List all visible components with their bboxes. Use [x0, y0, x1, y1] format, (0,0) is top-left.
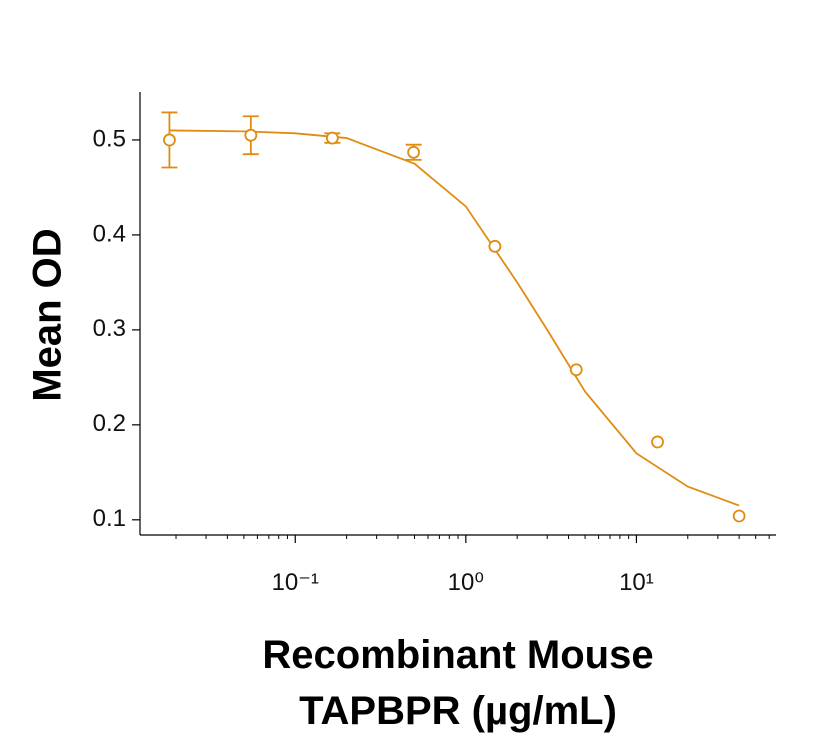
y-tick-label: 0.1	[93, 505, 126, 532]
data-point	[651, 435, 664, 449]
x-axis-title: TAPBPR (µg/mL)	[299, 689, 617, 733]
fit-curve	[169, 129, 740, 507]
x-tick-label: 10¹	[619, 569, 654, 596]
x-tick-label: 10⁻¹	[272, 569, 319, 596]
data-point	[163, 133, 176, 147]
data-point	[569, 363, 583, 377]
data-point	[488, 239, 502, 253]
y-tick-label: 0.3	[93, 315, 126, 342]
x-axis-title: Recombinant Mouse	[262, 633, 653, 677]
y-tick-label: 0.5	[93, 125, 126, 152]
y-axis-title: Mean OD	[26, 228, 70, 401]
x-tick-label: 10⁰	[448, 569, 484, 596]
data-point	[407, 145, 420, 159]
data-point	[732, 509, 746, 523]
y-tick-label: 0.4	[93, 220, 126, 247]
data-point	[325, 131, 339, 145]
data-point	[244, 128, 258, 142]
y-tick-label: 0.2	[93, 410, 126, 437]
